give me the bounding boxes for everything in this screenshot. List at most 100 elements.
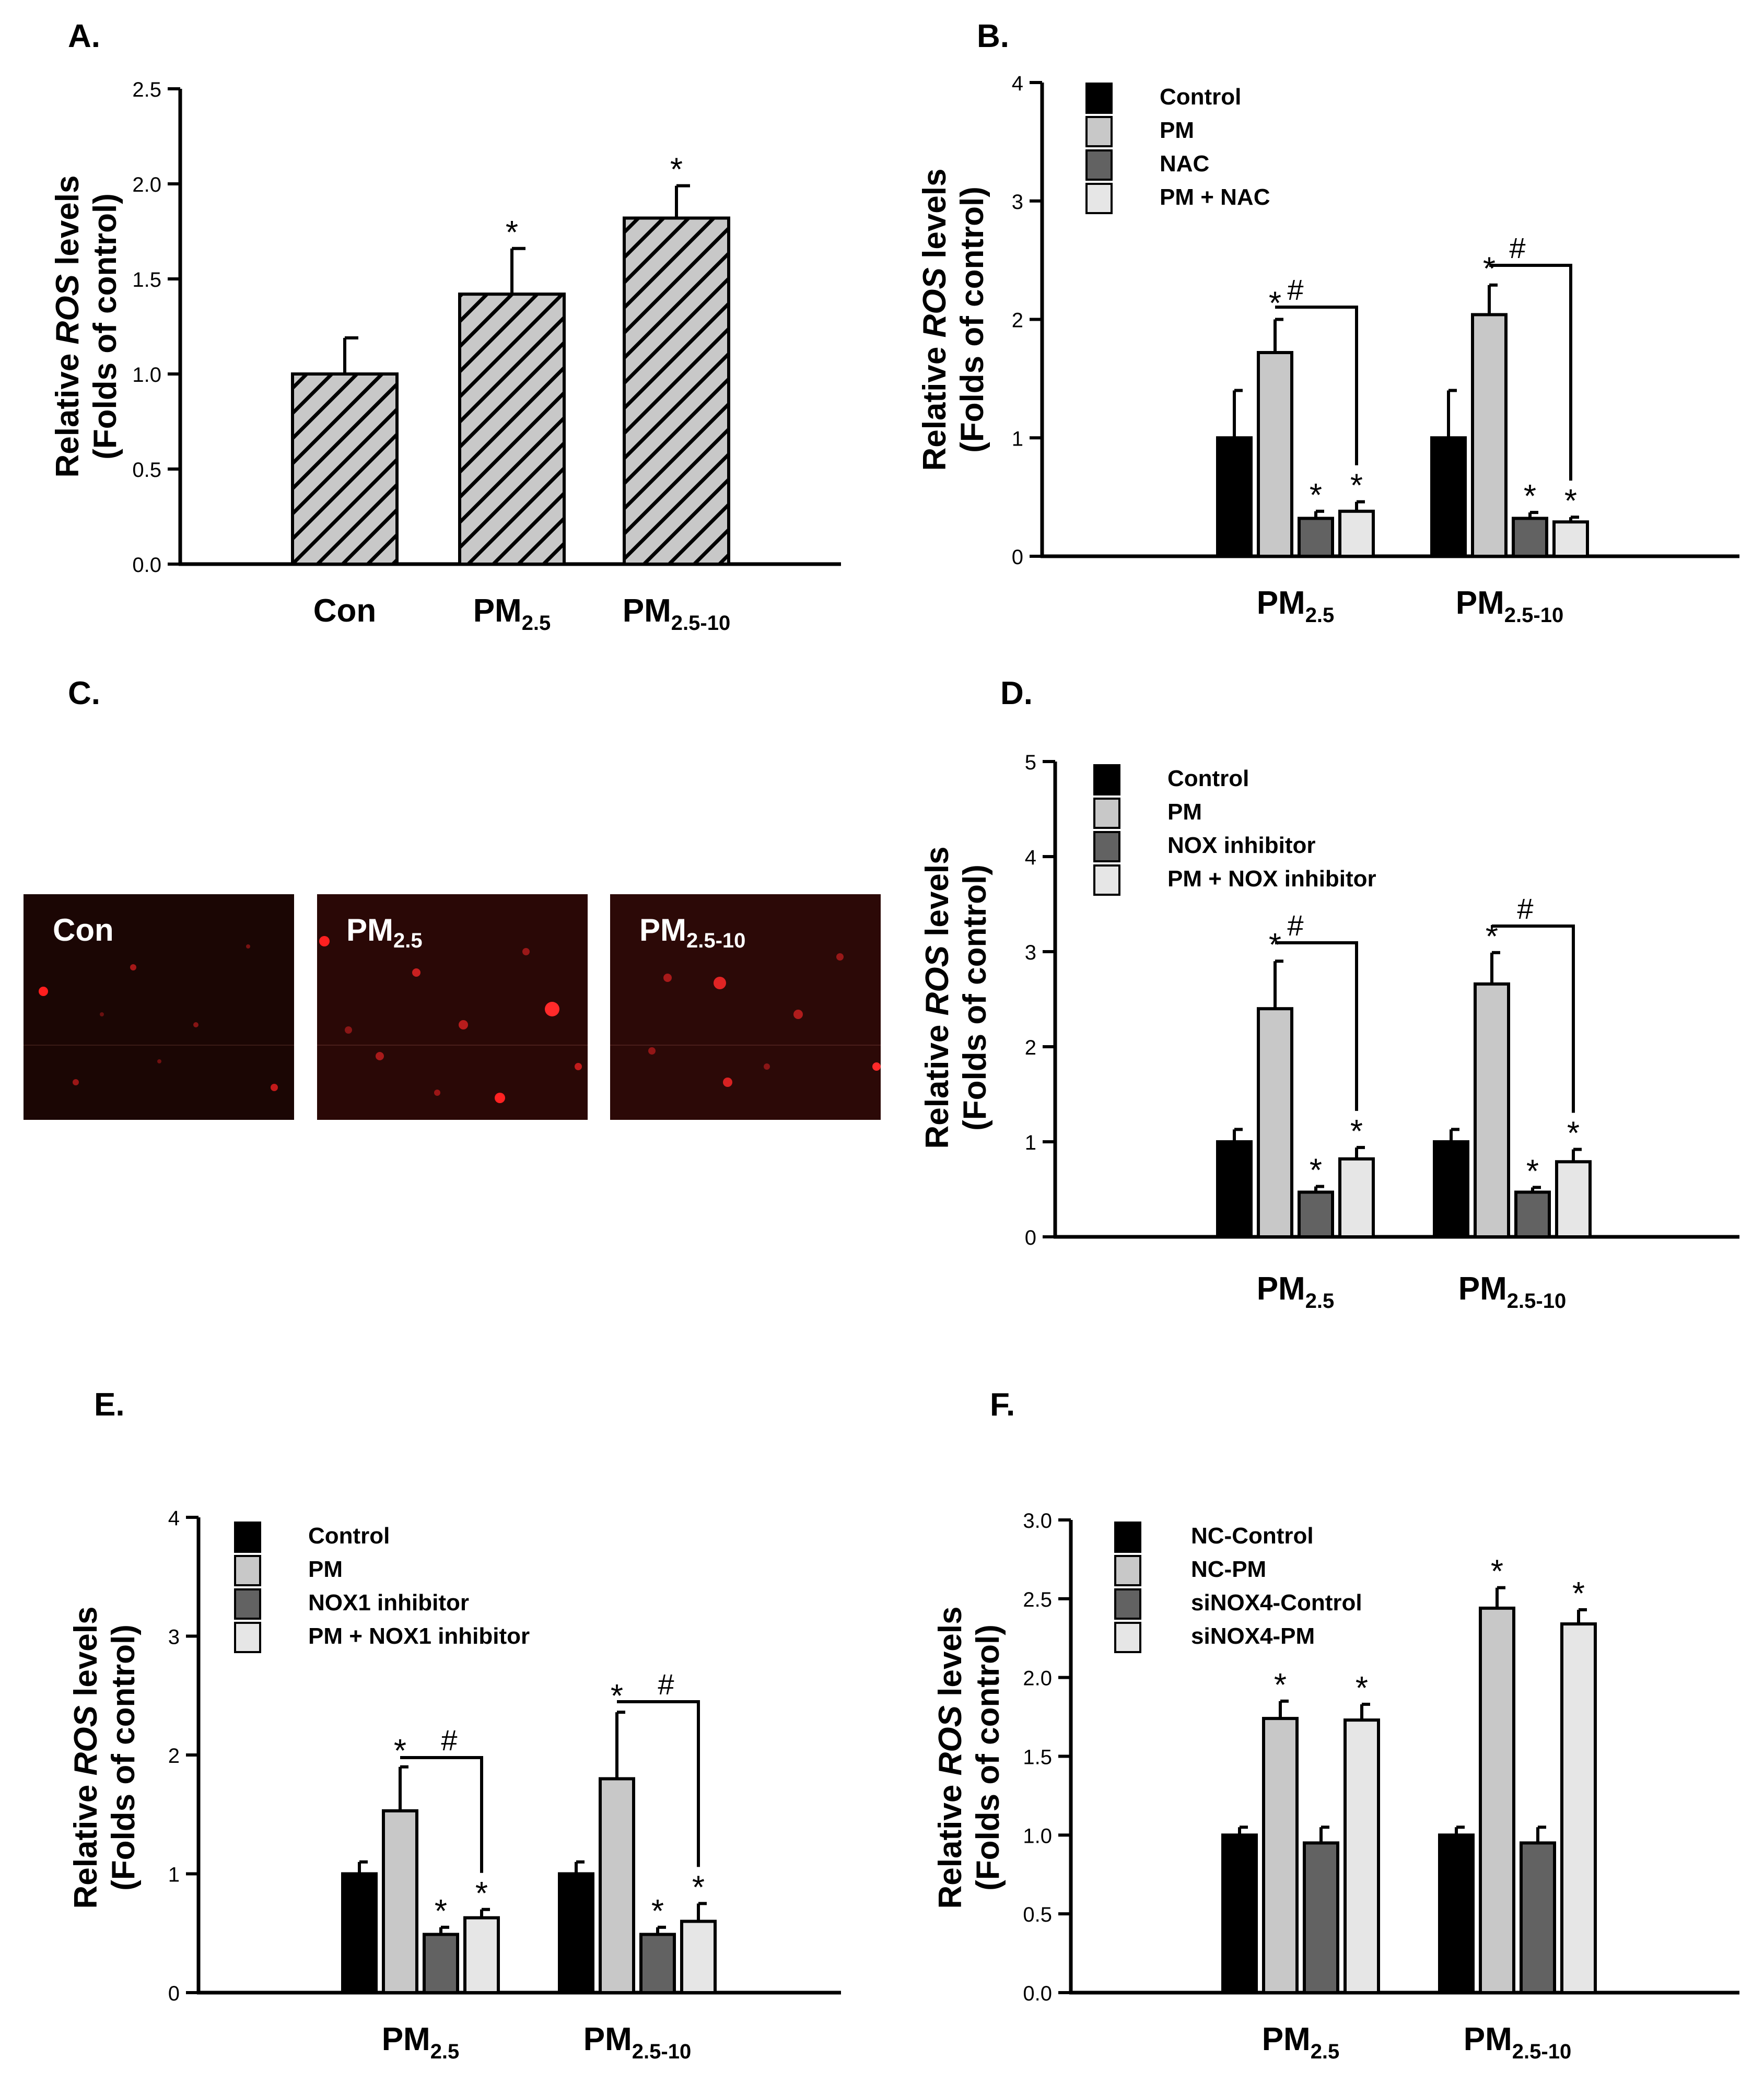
chart-f-bar	[1479, 1606, 1515, 1994]
chart-d-legend-swatch	[1093, 798, 1120, 829]
chart-a-ytick-label: 0.0	[132, 554, 161, 577]
chart-b-ytick-label: 4	[1012, 72, 1023, 95]
chart-f-bar	[1344, 1718, 1380, 1995]
chart-e-xtick-sub: 2.5	[430, 2040, 460, 2063]
chart-b-legend-label: NAC	[1160, 151, 1209, 177]
chart-f-legend-swatch	[1114, 1588, 1141, 1620]
chart-e-xtick-label: PM2.5	[382, 2021, 460, 2063]
chart-b: 0 1 2 3 4 Relative ROS levels (Folds of contro…	[917, 72, 1739, 627]
chart-e-bar	[382, 1809, 418, 1995]
chart-e-bar	[639, 1933, 676, 1994]
chart-f-legend-label: NC-Control	[1191, 1523, 1314, 1549]
chart-e-legend-swatch	[234, 1555, 261, 1586]
chart-e-ylabel: Relative ROS levels	[68, 1607, 104, 1909]
chart-a-ytick-label: 0.5	[132, 459, 161, 482]
chart-d-significance-mark: *	[1350, 1114, 1363, 1150]
chart-d-ytick-label: 3	[1025, 941, 1036, 964]
chart-a-xtick-label: Con	[313, 593, 377, 629]
chart-d-bracket	[1492, 925, 1575, 1113]
chart-d-xtick-main: PM	[1458, 1271, 1507, 1307]
micrograph-pm25-image	[317, 894, 588, 1120]
chart-f-bar	[1520, 1841, 1556, 1995]
chart-d-bracket	[1275, 941, 1358, 1111]
chart-a-xtick-main: Con	[313, 593, 377, 629]
panel-e-label: E.	[94, 1387, 125, 1423]
chart-e-bracket	[617, 1700, 700, 1867]
chart-d-xtick-main: PM	[1257, 1271, 1305, 1307]
chart-f-ylabel: Relative ROS levels	[932, 1607, 968, 1909]
chart-b-ytick-label: 0	[1012, 546, 1023, 569]
chart-d-significance-mark: *	[1269, 927, 1281, 963]
chart-e-legend-label: Control	[308, 1523, 390, 1549]
chart-f-xtick-main: PM	[1464, 2021, 1512, 2057]
chart-e-significance-mark: *	[475, 1876, 488, 1912]
chart-b-bar	[1216, 436, 1253, 558]
chart-a-xtick-label: PM2.5-10	[623, 593, 730, 635]
chart-a-xtick-main: PM	[623, 593, 671, 629]
chart-f-significance-mark: *	[1491, 1554, 1503, 1590]
micrograph-con: Con	[24, 894, 294, 1120]
micrograph-pm2510-image	[610, 894, 881, 1120]
panel-f-label: F.	[990, 1387, 1015, 1423]
panel-a-label: A.	[68, 18, 100, 54]
chart-a: 0.0 0.5 1.0 1.5 2.0 2.5 Relative ROS levels (Fo…	[50, 78, 841, 635]
micrograph-pm2510-label: PM2.5-10	[639, 912, 746, 952]
chart-d-xtick-sub: 2.5	[1305, 1290, 1335, 1313]
chart-f-ytick-label: 0.0	[1023, 1982, 1052, 2005]
chart-d-ytick-label: 1	[1025, 1131, 1036, 1154]
chart-a-ytick-label: 1.5	[132, 268, 161, 291]
chart-a-significance-mark: *	[506, 215, 518, 251]
chart-b-legend-label: Control	[1160, 84, 1241, 110]
chart-e-ylabel-line2: (Folds of control)	[106, 1624, 142, 1891]
chart-e-xtick-label: PM2.5-10	[583, 2021, 691, 2063]
chart-f-legend-swatch	[1114, 1555, 1141, 1586]
chart-f-ytick-label: 0.5	[1023, 1903, 1052, 1926]
chart-d-legend-label: NOX inhibitor	[1167, 833, 1316, 858]
chart-e-significance-mark: *	[651, 1893, 664, 1929]
chart-d-ytick-label: 0	[1025, 1226, 1036, 1249]
chart-b-ylabel-post: levels	[917, 169, 953, 268]
chart-d: 0 1 2 3 4 5 Relative ROS levels (Folds of contr…	[919, 751, 1739, 1313]
chart-d-ytick-label: 2	[1025, 1036, 1036, 1059]
chart-b-bar	[1552, 520, 1589, 558]
chart-b-bar	[1471, 313, 1508, 558]
chart-d-bracket-mark: #	[1517, 892, 1533, 925]
chart-e-bar	[423, 1933, 459, 1994]
chart-d-ytick-label: 4	[1025, 846, 1036, 869]
chart-e-bar	[341, 1872, 378, 1994]
chart-f-bar	[1262, 1717, 1299, 1995]
chart-e-legend-label: PM	[308, 1557, 343, 1582]
chart-f-legend-label: siNOX4-Control	[1191, 1590, 1362, 1616]
chart-d-legend-swatch	[1093, 831, 1120, 862]
chart-b-legend-swatch	[1085, 116, 1113, 147]
chart-a-ytick-label: 2.0	[132, 173, 161, 196]
chart-f-significance-mark: *	[1274, 1667, 1287, 1703]
chart-e-ytick-label: 4	[168, 1507, 180, 1530]
chart-b-xtick-main: PM	[1257, 585, 1305, 621]
chart-b-legend-swatch	[1085, 149, 1113, 181]
chart-d-bar	[1216, 1140, 1253, 1238]
chart-b-significance-mark: *	[1524, 478, 1536, 514]
chart-f-bar	[1221, 1833, 1258, 1994]
chart-e: 0 1 2 3 4 Relative ROS levels (Folds of contro…	[68, 1507, 841, 2063]
chart-d-bar	[1514, 1190, 1551, 1238]
chart-a-bar	[458, 292, 566, 566]
chart-f-legend-swatch	[1114, 1522, 1141, 1553]
micrograph-pm25-label: PM2.5	[346, 912, 423, 952]
chart-f-xtick-sub: 2.5	[1311, 2040, 1340, 2063]
chart-d-bar	[1555, 1160, 1592, 1238]
chart-f-bar	[1303, 1841, 1339, 1995]
chart-b-ytick-label: 1	[1012, 427, 1023, 450]
chart-f-legend-label: NC-PM	[1191, 1557, 1266, 1582]
chart-e-ytick-label: 2	[168, 1745, 180, 1768]
chart-e-legend-label: NOX1 inhibitor	[308, 1590, 469, 1616]
chart-e-significance-mark: *	[435, 1893, 447, 1929]
chart-e-bar	[680, 1920, 717, 1994]
chart-b-bar	[1430, 436, 1467, 558]
chart-e-bracket	[400, 1756, 483, 1873]
chart-a-ylabel-italic: ROS	[50, 274, 86, 344]
chart-a-xtick-sub: 2.5	[522, 612, 551, 635]
chart-d-bar	[1298, 1190, 1334, 1238]
chart-e-ylabel-italic: ROS	[68, 1705, 104, 1775]
